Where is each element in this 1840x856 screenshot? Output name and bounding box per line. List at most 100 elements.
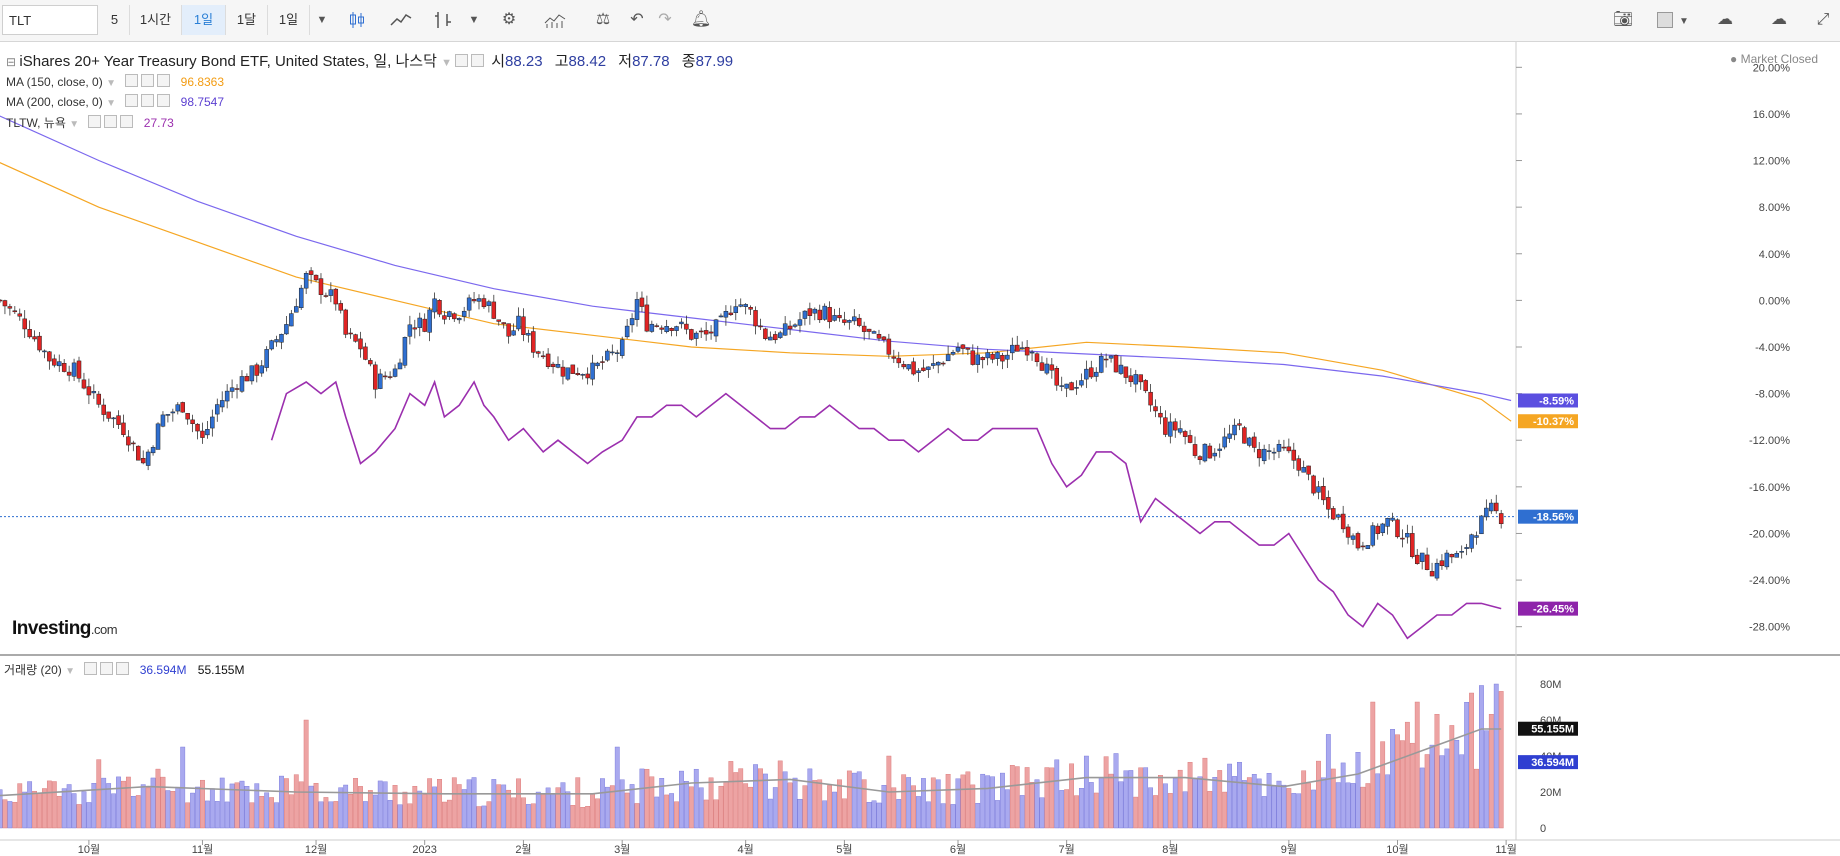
interval-dropdown-icon[interactable]: ▼ bbox=[316, 14, 328, 26]
volume-bar bbox=[1419, 767, 1425, 829]
tltw-legend-label[interactable]: TLTW, 뉴욕 bbox=[6, 116, 66, 130]
ma150-line bbox=[0, 162, 1512, 422]
volume-bar bbox=[392, 785, 398, 829]
volume-bar bbox=[298, 781, 304, 829]
candle-body bbox=[748, 307, 753, 310]
alert-bell-icon[interactable]: 🔔︎ bbox=[690, 11, 712, 28]
color-box-icon[interactable]: ▼ bbox=[1650, 5, 1696, 35]
volume-legend-label[interactable]: 거래량 (20) bbox=[4, 663, 62, 677]
candle-body bbox=[1000, 354, 1005, 362]
interval-5min-button[interactable]: 5 bbox=[100, 5, 130, 35]
x-tick-label: 10월 bbox=[78, 843, 100, 856]
candle-body bbox=[12, 310, 18, 313]
candle-body bbox=[837, 315, 842, 319]
volume-bar bbox=[1088, 782, 1094, 829]
volume-bar bbox=[0, 789, 3, 829]
ma200-legend-value: 98.7547 bbox=[180, 95, 225, 109]
price-chart-canvas[interactable]: 20.00% 16.00% 12.00% 8.00% 4.00% 0.00% -4.00% -… bbox=[0, 42, 1840, 856]
volume-bar bbox=[718, 785, 724, 829]
volume-bar bbox=[1370, 701, 1376, 829]
volume-bar bbox=[269, 797, 274, 829]
settings-gear-icon[interactable]: ⚙ bbox=[501, 11, 517, 28]
volume-bar bbox=[382, 781, 388, 829]
volume-bar bbox=[679, 770, 684, 829]
volume-bar bbox=[955, 778, 961, 829]
candle-body bbox=[659, 327, 664, 330]
undo-icon[interactable]: ↶ bbox=[630, 11, 644, 28]
candle-body bbox=[210, 416, 215, 429]
volume-bar bbox=[1355, 752, 1361, 829]
camera-icon[interactable]: 📷︎ bbox=[1612, 11, 1634, 28]
ma150-visibility-icon[interactable] bbox=[125, 74, 139, 87]
candle-body bbox=[1484, 507, 1489, 518]
candle-body bbox=[348, 332, 353, 335]
collapse-icon[interactable]: ⊟ bbox=[6, 55, 20, 69]
tltw-visibility-icon[interactable] bbox=[88, 115, 102, 128]
cloud-upload-icon[interactable]: ☁ bbox=[1771, 11, 1787, 28]
candle-body bbox=[1069, 382, 1074, 391]
volume-bar bbox=[42, 788, 47, 829]
visibility-toggle-icon[interactable] bbox=[455, 54, 469, 67]
candle-body bbox=[294, 306, 299, 313]
candle-body bbox=[185, 413, 190, 420]
candle-body bbox=[1143, 380, 1148, 392]
volume-bar bbox=[550, 793, 556, 829]
ma200-remove-icon[interactable] bbox=[157, 94, 171, 107]
candle-body bbox=[106, 411, 111, 419]
volume-bar bbox=[634, 803, 640, 829]
candle-body bbox=[1242, 427, 1247, 444]
interval-1month-button[interactable]: 1일 bbox=[268, 5, 310, 35]
chart-type-dropdown-icon[interactable]: ▼ bbox=[468, 14, 480, 26]
candle-body bbox=[1024, 346, 1030, 356]
candle-body bbox=[1158, 412, 1163, 418]
cloud-download-icon[interactable]: ☁ bbox=[1717, 11, 1733, 28]
ma200-visibility-icon[interactable] bbox=[125, 94, 139, 107]
candle-body bbox=[1192, 444, 1198, 456]
candle-body bbox=[471, 299, 477, 302]
volume-bar bbox=[145, 787, 151, 829]
ma150-legend-label[interactable]: MA (150, close, 0) bbox=[6, 75, 103, 89]
tltw-line bbox=[270, 379, 1502, 640]
settings-icon[interactable] bbox=[471, 54, 485, 67]
ma150-settings-icon[interactable] bbox=[141, 74, 155, 87]
volume-remove-icon[interactable] bbox=[116, 662, 130, 675]
indicators-icon[interactable] bbox=[536, 5, 574, 35]
compare-scale-icon[interactable]: ⚖ bbox=[595, 11, 611, 28]
volume-settings-icon[interactable] bbox=[100, 662, 114, 675]
volume-bar bbox=[1167, 793, 1173, 829]
interval-1day-button[interactable]: 1일 bbox=[182, 5, 226, 35]
symbol-input[interactable]: TLT bbox=[2, 5, 98, 35]
interval-1hour-button[interactable]: 1시간 bbox=[130, 5, 182, 35]
candle-body bbox=[575, 373, 581, 376]
volume-bar bbox=[575, 777, 581, 829]
candle-body bbox=[42, 350, 47, 353]
candle-body bbox=[1015, 344, 1020, 352]
ma200-settings-icon[interactable] bbox=[141, 94, 155, 107]
candle-body bbox=[170, 411, 176, 414]
candle-body bbox=[486, 301, 492, 306]
redo-icon[interactable]: ↷ bbox=[658, 11, 672, 28]
volume-bar bbox=[1133, 796, 1139, 829]
tltw-settings-icon[interactable] bbox=[104, 115, 118, 128]
bar-chart-icon[interactable] bbox=[424, 5, 462, 35]
volume-bar bbox=[481, 805, 487, 829]
volume-bar bbox=[733, 772, 739, 829]
line-chart-icon[interactable] bbox=[382, 5, 420, 35]
candle-chart-icon[interactable] bbox=[338, 5, 376, 35]
ma150-remove-icon[interactable] bbox=[157, 74, 171, 87]
volume-bar bbox=[609, 785, 615, 829]
volume-bar bbox=[66, 784, 72, 829]
volume-bar bbox=[1345, 782, 1351, 829]
volume-bar bbox=[264, 792, 270, 829]
tltw-remove-icon[interactable] bbox=[120, 115, 134, 128]
ma200-legend-label[interactable]: MA (200, close, 0) bbox=[6, 95, 103, 109]
y-tick-label: 4.00% bbox=[1759, 249, 1790, 261]
volume-bar bbox=[521, 797, 526, 829]
volume-visibility-icon[interactable] bbox=[84, 662, 98, 675]
candle-body bbox=[698, 330, 704, 333]
fullscreen-icon[interactable]: ⤢ bbox=[1816, 11, 1830, 28]
volume-bar bbox=[1079, 788, 1084, 829]
volume-bar bbox=[1498, 691, 1504, 829]
interval-1week-button[interactable]: 1달 bbox=[226, 5, 268, 35]
candle-body bbox=[442, 315, 447, 320]
